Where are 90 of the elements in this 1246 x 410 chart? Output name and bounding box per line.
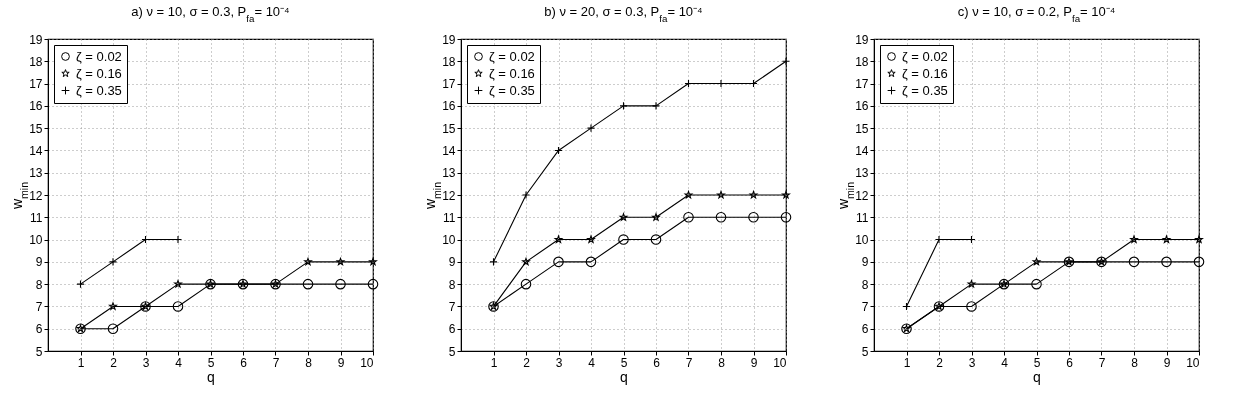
x-tick-label: 1 bbox=[903, 355, 911, 370]
y-tick-label: 5 bbox=[448, 344, 456, 359]
x-tick-label: 6 bbox=[240, 355, 248, 370]
legend-label: ζ = 0.02 bbox=[76, 48, 122, 64]
y-tick-label: 8 bbox=[35, 277, 43, 292]
y-tick-label: 19 bbox=[442, 32, 456, 47]
legend-label: ζ = 0.02 bbox=[489, 48, 535, 64]
legend-label: ζ = 0.16 bbox=[902, 65, 948, 81]
x-axis-title: q bbox=[1033, 368, 1041, 385]
y-tick-label: 11 bbox=[30, 210, 43, 225]
legend-label: ζ = 0.35 bbox=[76, 82, 122, 98]
x-tick-label: 5 bbox=[207, 355, 215, 370]
y-tick-label: 10 bbox=[442, 233, 456, 248]
x-tick-label: 3 bbox=[142, 355, 150, 370]
chart-title: b) ν = 20, σ = 0.3, P$_{fa}$= 10⁻⁴ bbox=[544, 4, 703, 24]
y-tick-label: 11 bbox=[856, 210, 869, 225]
y-tick-label: 16 bbox=[442, 99, 456, 114]
y-tick-label: 6 bbox=[35, 322, 43, 337]
x-tick-label: 3 bbox=[555, 355, 563, 370]
y-tick-label: 10 bbox=[29, 233, 43, 248]
y-tick-label: 12 bbox=[442, 188, 456, 203]
y-tick-label: 7 bbox=[861, 299, 869, 314]
y-tick-label: 16 bbox=[855, 99, 869, 114]
y-tick-label: 9 bbox=[861, 255, 869, 270]
x-tick-label: 8 bbox=[718, 355, 726, 370]
y-tick-label: 18 bbox=[29, 54, 43, 69]
x-tick-label: 6 bbox=[1066, 355, 1074, 370]
y-tick-label: 8 bbox=[861, 277, 869, 292]
x-tick-label: 10 bbox=[1186, 355, 1200, 370]
y-tick-label: 5 bbox=[35, 344, 43, 359]
y-tick-label: 18 bbox=[442, 54, 456, 69]
y-tick-label: 15 bbox=[29, 121, 43, 136]
x-tick-label: 9 bbox=[750, 355, 758, 370]
x-tick-label: 5 bbox=[620, 355, 628, 370]
y-tick-label: 15 bbox=[442, 121, 456, 136]
x-tick-label: 2 bbox=[110, 355, 118, 370]
y-tick-label: 8 bbox=[448, 277, 456, 292]
y-tick-label: 6 bbox=[861, 322, 869, 337]
x-tick-label: 8 bbox=[305, 355, 313, 370]
y-tick-label: 17 bbox=[29, 77, 43, 92]
x-tick-label: 10 bbox=[773, 355, 787, 370]
y-tick-label: 17 bbox=[442, 77, 456, 92]
y-tick-label: 9 bbox=[35, 255, 43, 270]
x-tick-label: 4 bbox=[175, 355, 183, 370]
y-tick-label: 14 bbox=[442, 143, 456, 158]
y-tick-label: 10 bbox=[855, 233, 869, 248]
x-tick-label: 7 bbox=[1098, 355, 1106, 370]
y-tick-label: 13 bbox=[442, 166, 456, 181]
y-tick-label: 12 bbox=[29, 188, 43, 203]
y-tick-label: 17 bbox=[855, 77, 869, 92]
x-axis-title: q bbox=[207, 368, 215, 385]
y-tick-label: 16 bbox=[29, 99, 43, 114]
y-tick-label: 13 bbox=[855, 166, 869, 181]
x-tick-label: 9 bbox=[337, 355, 345, 370]
x-tick-label: 2 bbox=[936, 355, 944, 370]
x-tick-label: 3 bbox=[968, 355, 976, 370]
legend-label: ζ = 0.02 bbox=[902, 48, 948, 64]
y-tick-label: 14 bbox=[855, 143, 869, 158]
x-tick-label: 5 bbox=[1033, 355, 1041, 370]
y-tick-label: 13 bbox=[29, 166, 43, 181]
y-tick-label: 7 bbox=[448, 299, 456, 314]
y-tick-label: 15 bbox=[855, 121, 869, 136]
x-tick-label: 4 bbox=[588, 355, 596, 370]
y-tick-label: 14 bbox=[29, 143, 43, 158]
x-tick-label: 7 bbox=[685, 355, 693, 370]
legend-label: ζ = 0.16 bbox=[76, 65, 122, 81]
chart-title: a) ν = 10, σ = 0.3, P$_{fa}$= 10⁻⁴ bbox=[131, 4, 290, 24]
y-tick-label: 19 bbox=[29, 32, 43, 47]
y-tick-label: 9 bbox=[448, 255, 456, 270]
y-tick-label: 5 bbox=[861, 344, 869, 359]
y-tick-label: 6 bbox=[448, 322, 456, 337]
x-tick-label: 6 bbox=[653, 355, 661, 370]
y-tick-label: 19 bbox=[855, 32, 869, 47]
x-axis-title: q bbox=[620, 368, 628, 385]
x-tick-label: 1 bbox=[490, 355, 498, 370]
x-tick-label: 7 bbox=[272, 355, 280, 370]
y-tick-label: 11 bbox=[443, 210, 456, 225]
y-tick-label: 12 bbox=[855, 188, 869, 203]
legend-label: ζ = 0.35 bbox=[489, 82, 535, 98]
y-tick-label: 18 bbox=[855, 54, 869, 69]
x-tick-label: 2 bbox=[523, 355, 531, 370]
legend-label: ζ = 0.16 bbox=[489, 65, 535, 81]
x-tick-label: 8 bbox=[1131, 355, 1139, 370]
x-tick-label: 4 bbox=[1001, 355, 1009, 370]
y-tick-label: 7 bbox=[35, 299, 43, 314]
legend-label: ζ = 0.35 bbox=[902, 82, 948, 98]
x-tick-label: 9 bbox=[1163, 355, 1171, 370]
chart-title: c) ν = 10, σ = 0.2, P$_{fa}$= 10⁻⁴ bbox=[957, 4, 1116, 24]
x-tick-label: 1 bbox=[77, 355, 85, 370]
x-tick-label: 10 bbox=[360, 355, 374, 370]
